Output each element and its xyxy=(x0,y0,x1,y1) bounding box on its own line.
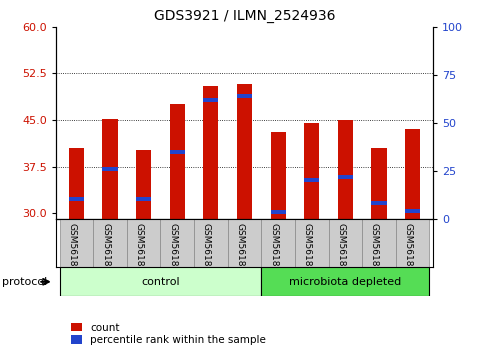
Bar xyxy=(395,219,428,267)
Bar xyxy=(337,120,352,219)
Bar xyxy=(337,175,352,179)
Bar xyxy=(60,219,93,267)
Bar xyxy=(270,210,285,214)
Text: GSM561886: GSM561886 xyxy=(168,223,177,278)
Bar xyxy=(126,219,160,267)
Text: protocol: protocol xyxy=(2,277,48,287)
Bar xyxy=(69,148,84,219)
Bar xyxy=(294,219,328,267)
Legend: count, percentile rank within the sample: count, percentile rank within the sample xyxy=(71,322,265,345)
Bar xyxy=(270,132,285,219)
Bar xyxy=(371,201,386,205)
Bar xyxy=(237,84,251,219)
Bar xyxy=(404,129,419,219)
Bar xyxy=(136,150,151,219)
Bar xyxy=(102,119,117,219)
Text: GSM561885: GSM561885 xyxy=(134,223,143,278)
Bar xyxy=(237,94,251,98)
Bar xyxy=(227,219,261,267)
Bar xyxy=(328,219,362,267)
Bar xyxy=(169,104,184,219)
Text: GSM561888: GSM561888 xyxy=(235,223,244,278)
Bar xyxy=(261,267,428,296)
Text: control: control xyxy=(141,277,180,287)
Bar xyxy=(69,197,84,201)
Bar xyxy=(362,219,395,267)
Bar xyxy=(404,209,419,213)
Text: GSM561887: GSM561887 xyxy=(202,223,210,278)
Text: GSM561889: GSM561889 xyxy=(268,223,278,278)
Text: GSM561892: GSM561892 xyxy=(369,223,378,278)
Text: GSM561890: GSM561890 xyxy=(302,223,311,278)
Bar xyxy=(93,219,126,267)
Bar xyxy=(102,167,117,171)
Bar xyxy=(194,219,227,267)
Bar xyxy=(203,86,218,219)
Bar xyxy=(304,123,319,219)
Text: GSM561893: GSM561893 xyxy=(403,223,412,278)
Text: GSM561883: GSM561883 xyxy=(67,223,76,278)
Bar xyxy=(261,219,294,267)
Bar xyxy=(136,197,151,201)
Bar xyxy=(160,219,194,267)
Bar xyxy=(371,148,386,219)
Bar xyxy=(203,98,218,102)
Text: microbiota depleted: microbiota depleted xyxy=(288,277,401,287)
Text: GSM561884: GSM561884 xyxy=(101,223,110,278)
Text: GSM561891: GSM561891 xyxy=(336,223,345,278)
Bar xyxy=(169,150,184,154)
Bar xyxy=(304,178,319,182)
Text: GDS3921 / ILMN_2524936: GDS3921 / ILMN_2524936 xyxy=(153,9,335,23)
Bar xyxy=(60,267,261,296)
